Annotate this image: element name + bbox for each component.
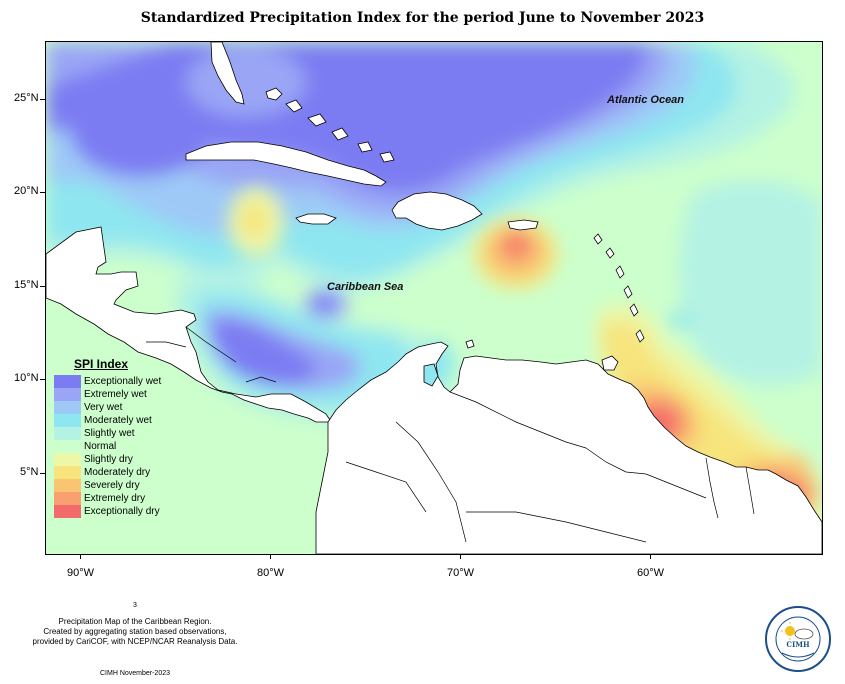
legend-label: Moderately dry [84, 467, 151, 478]
legend-swatch [54, 479, 81, 492]
sun-cloud-icon [781, 622, 814, 640]
lon-tick-mark [80, 554, 81, 559]
map-title: Standardized Precipitation Index for the… [140, 10, 705, 26]
caribbean-sea-label: Caribbean Sea [327, 281, 404, 293]
spi-legend: SPI Index Exceptionally wet Extremely wet… [54, 357, 166, 518]
lat-tick-mark [40, 379, 45, 380]
lat-tick-label: 15°N [14, 279, 39, 291]
legend-item: Severely dry [54, 479, 166, 492]
lat-tick-label: 5°N [20, 466, 39, 478]
legend-swatch [54, 414, 81, 427]
legend-item: Slightly dry [54, 453, 166, 466]
spi-map-canvas [46, 42, 822, 554]
lat-tick-label: 20°N [14, 185, 39, 197]
legend-item: Exceptionally wet [54, 375, 166, 388]
legend-item: Exceptionally dry [54, 505, 166, 518]
legend-swatch [54, 427, 81, 440]
lat-tick-mark [40, 286, 45, 287]
legend-label: Extremely wet [84, 389, 147, 400]
legend-swatch [54, 505, 81, 518]
legend-item: Moderately wet [54, 414, 166, 427]
legend-swatch [54, 440, 81, 453]
legend-label: Slightly dry [84, 454, 133, 465]
legend-item: Extremely wet [54, 388, 166, 401]
logo-text: CIMH [786, 640, 810, 649]
legend-label: Extremely dry [84, 493, 146, 504]
lon-tick-mark [650, 554, 651, 559]
legend-label: Exceptionally wet [84, 376, 162, 387]
islands [265, 87, 645, 349]
footer-credit: CIMH November-2023 [99, 670, 171, 677]
legend-swatch [54, 375, 81, 388]
legend-label: Exceptionally dry [84, 506, 160, 517]
legend-item: Extremely dry [54, 492, 166, 505]
lon-tick-label: 80°W [257, 567, 285, 579]
lat-tick-label: 25°N [14, 92, 39, 104]
lat-tick-mark [40, 99, 45, 100]
atlantic-ocean-label: Atlantic Ocean [607, 94, 685, 106]
page-number: 3 [133, 602, 137, 609]
legend-title: SPI Index [74, 357, 129, 371]
lon-tick-label: 70°W [447, 567, 475, 579]
legend-label: Severely dry [84, 480, 140, 491]
spi-map: Atlantic Ocean Caribbean Sea [45, 41, 823, 555]
legend-swatch [54, 401, 81, 414]
lon-tick-label: 90°W [67, 567, 95, 579]
legend-label: Moderately wet [84, 415, 152, 426]
lon-tick-mark [270, 554, 271, 559]
legend-item: Moderately dry [54, 466, 166, 479]
footer-line-3: provided by CariCOF, with NCEP/NCAR Rean… [32, 637, 238, 646]
footer-line-2: Created by aggregating station based obs… [43, 627, 227, 636]
legend-label: Very wet [84, 402, 123, 413]
legend-swatch [54, 388, 81, 401]
lat-tick-mark [40, 192, 45, 193]
cimh-logo: CIMH [765, 606, 831, 672]
lon-tick-label: 60°W [637, 567, 665, 579]
legend-label: Normal [84, 441, 117, 452]
legend-item: Very wet [54, 401, 166, 414]
lat-tick-label: 10°N [14, 372, 39, 384]
legend-label: Slightly wet [84, 428, 135, 439]
legend-item: Slightly wet [54, 427, 166, 440]
legend-rows: Exceptionally wet Extremely wet Very wet Mo… [54, 375, 166, 518]
country-borders [146, 326, 755, 543]
lon-tick-mark [460, 554, 461, 559]
footer-line-1: Precipitation Map of the Caribbean Regio… [58, 617, 212, 626]
legend-swatch [54, 492, 81, 505]
legend-item: Normal [54, 440, 166, 453]
land-masses [46, 42, 822, 554]
legend-swatch [54, 466, 81, 479]
legend-swatch [54, 453, 81, 466]
lat-tick-mark [40, 473, 45, 474]
footer-notes: 3 Precipitation Map of the Caribbean Reg… [10, 601, 260, 679]
